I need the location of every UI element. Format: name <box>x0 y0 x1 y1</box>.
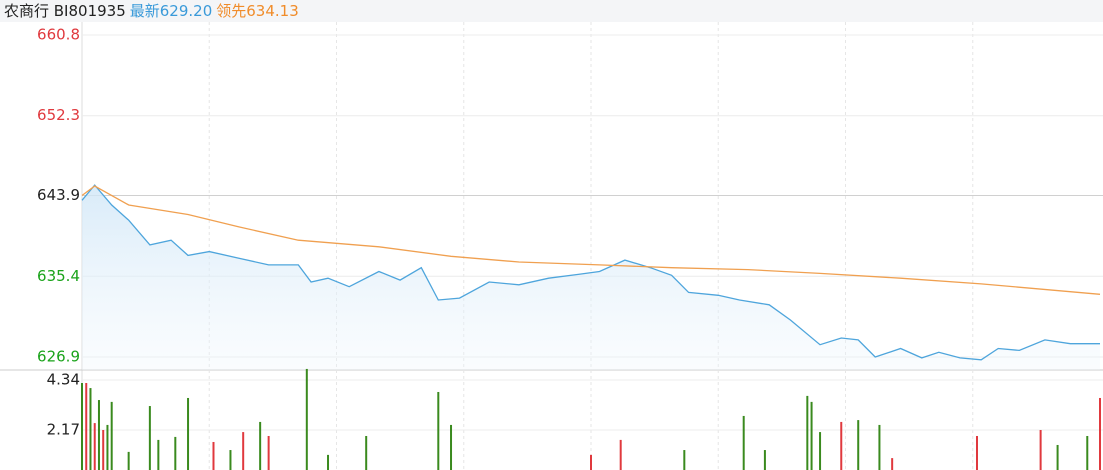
volume-tick-label: 2.17 <box>47 421 80 439</box>
volume-bar <box>229 450 232 470</box>
volume-bar <box>148 406 151 470</box>
volume-bar <box>819 432 822 470</box>
volume-bar <box>110 401 113 470</box>
price-area <box>82 185 1100 370</box>
volume-bar <box>1039 430 1042 470</box>
volume-bar <box>102 430 105 470</box>
volume-bar <box>857 420 860 470</box>
volume-bar <box>157 439 160 470</box>
price-line <box>81 184 1100 361</box>
volume-bar <box>305 368 308 470</box>
volume-bar <box>975 435 978 470</box>
volume-bar <box>212 441 215 470</box>
price-line <box>81 185 1101 295</box>
volume-bar <box>259 421 262 470</box>
volume-bar <box>437 391 440 470</box>
y-tick-label: 643.9 <box>37 186 80 204</box>
volume-bar <box>1099 397 1101 470</box>
volume-bar <box>85 382 88 470</box>
volume-bar <box>742 415 745 470</box>
volume-bar <box>763 450 766 470</box>
volume-bar <box>127 451 130 470</box>
volume-bar <box>590 454 592 470</box>
volume-bar <box>891 458 894 470</box>
volume-bar <box>89 388 92 470</box>
volume-bar <box>174 436 177 470</box>
volume-bar <box>878 424 881 470</box>
volume-bar <box>187 397 190 470</box>
volume-bar <box>619 439 622 470</box>
volume-bar <box>450 424 453 470</box>
volume-bar <box>81 382 83 470</box>
volume-bar <box>365 435 368 470</box>
volume-bar <box>810 401 813 470</box>
volume-bar <box>93 423 96 470</box>
stock-name: 农商行 BI801935 <box>4 2 126 20</box>
volume-bar <box>106 424 109 470</box>
volume-bar <box>327 454 330 470</box>
lead-price: 领先634.13 <box>216 2 299 20</box>
volume-tick-label: 4.34 <box>47 371 80 389</box>
volume-bar <box>242 432 245 470</box>
chart: 660.8 652.3 643.9 635.4 626.9 4.34 2.17 <box>0 22 1103 470</box>
latest-price: 最新629.20 <box>129 2 213 20</box>
volume-bar <box>840 421 843 470</box>
volume-bar <box>267 435 270 470</box>
y-tick-label: 660.8 <box>37 26 80 44</box>
volume-bar <box>683 450 686 470</box>
volume-bar <box>1086 435 1089 470</box>
y-tick-label: 652.3 <box>37 106 80 124</box>
volume-bar <box>97 400 100 470</box>
y-tick-label: 635.4 <box>37 267 80 285</box>
header: 农商行 BI801935 最新629.20 领先634.13 <box>0 0 1103 22</box>
volume-bar <box>806 395 809 470</box>
volume-bar <box>1056 444 1059 470</box>
y-tick-label: 626.9 <box>37 348 80 366</box>
